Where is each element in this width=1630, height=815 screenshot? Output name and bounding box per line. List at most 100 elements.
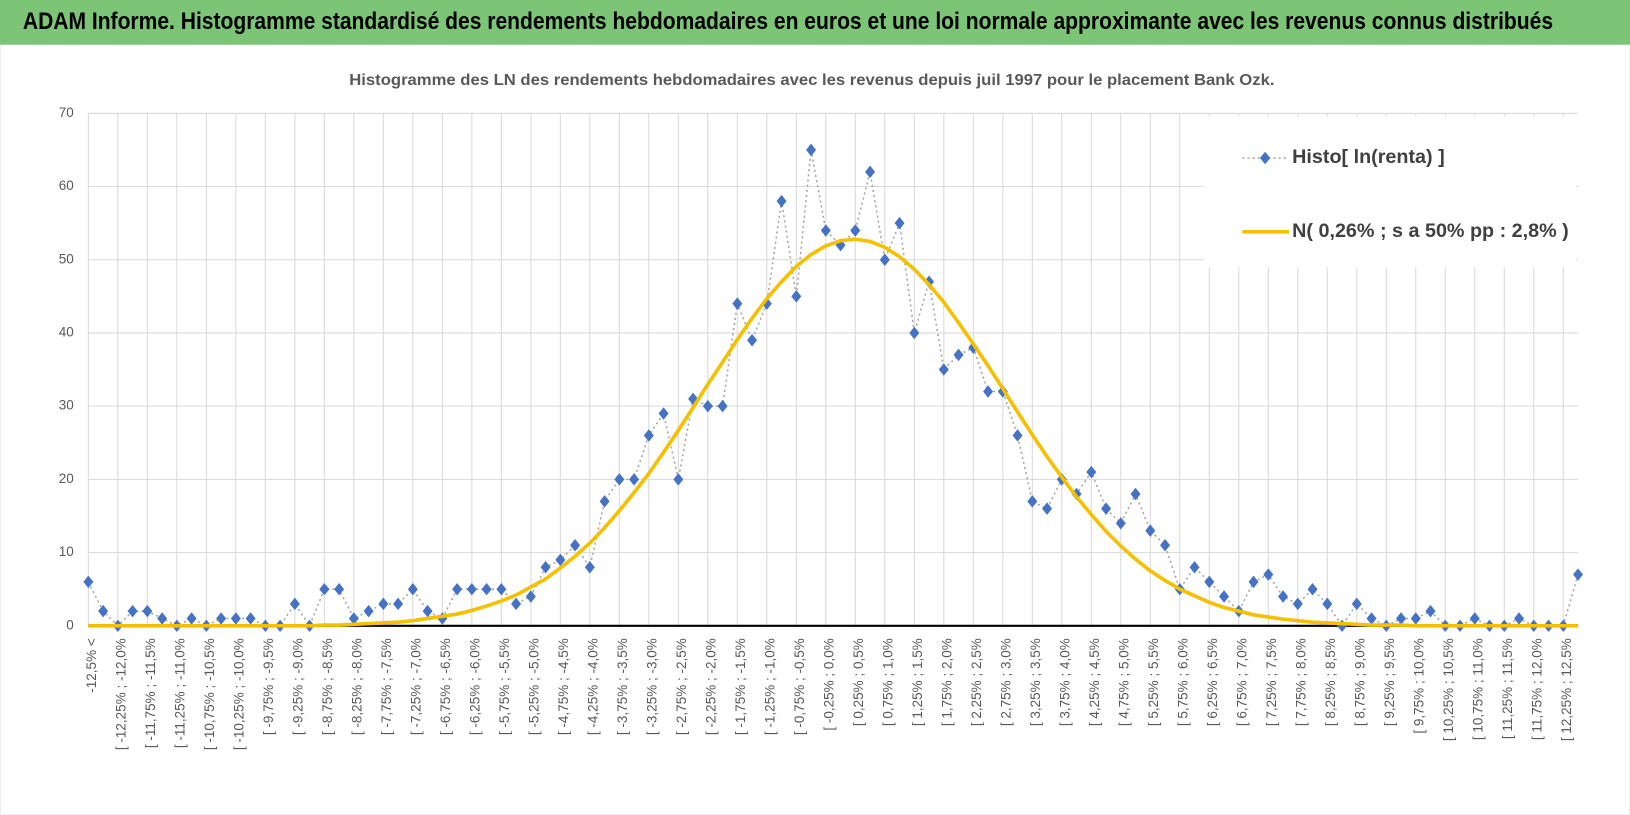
data-point (289, 597, 300, 611)
series-line (88, 237, 1579, 628)
data-point (1042, 502, 1053, 515)
data-point (216, 612, 227, 625)
x-tick-label: [ 10,25% ; 10,5% (1441, 638, 1456, 741)
data-point (1425, 604, 1436, 618)
x-tick-label: [ -3,75% ; -3,5% (615, 638, 630, 735)
x-tick-label: [ 4,75% ; 5,0% (1117, 638, 1132, 726)
x-tick-label: [ 6,25% ; 6,5% (1205, 638, 1220, 726)
data-point (909, 326, 920, 340)
data-point (1366, 612, 1377, 625)
x-tick-label: [ 6,75% ; 7,0% (1235, 638, 1250, 726)
data-point (717, 399, 728, 413)
x-tick-label: [ 7,75% ; 8,0% (1294, 638, 1309, 726)
y-tick-label: 60 (59, 178, 74, 193)
x-tick-label: [ -2,25% ; -2,0% (704, 638, 719, 735)
x-tick-label: [ 10,75% ; 11,0% (1470, 638, 1485, 740)
x-tick-label: [ -4,25% ; -4,0% (586, 638, 601, 735)
x-tick-label: [ 5,75% ; 6,0% (1176, 638, 1191, 726)
data-point (1130, 487, 1141, 501)
x-tick-label: [ -6,25% ; -6,0% (468, 638, 483, 735)
x-tick-label: [ 2,25% ; 2,5% (969, 638, 984, 726)
data-point (348, 612, 359, 625)
data-point (806, 143, 817, 157)
data-point (1248, 575, 1259, 589)
y-tick-label: 10 (59, 544, 74, 559)
data-point (245, 612, 256, 625)
x-tick-label: [ 5,25% ; 5,5% (1146, 638, 1161, 726)
x-tick-label: [ 2,75% ; 3,0% (999, 638, 1014, 726)
x-tick-label: [ -3,25% ; -3,0% (645, 638, 660, 735)
x-tick-label: [ -4,75% ; -4,5% (556, 638, 571, 735)
x-tick-label: [ -2,75% ; -2,5% (674, 638, 689, 735)
x-tick-label: [ -0,75% ; -0,5% (792, 638, 807, 735)
x-tick-label: [ -5,25% ; -5,0% (527, 638, 542, 735)
x-tick-label: [ -1,25% ; -1,0% (763, 638, 778, 735)
series-line (87, 149, 1579, 628)
x-tick-label: [ 0,75% ; 1,0% (881, 638, 896, 726)
legend-marker (1259, 151, 1271, 165)
data-point (83, 575, 94, 589)
data-point (378, 597, 389, 611)
x-tick-label: [ 11,75% ; 12,0% (1529, 638, 1544, 740)
x-tick-label: [ -12,25% ; -12,0% (114, 638, 129, 750)
x-tick-label: [ -9,75% ; -9,5% (261, 638, 276, 735)
x-tick-label: -12,5% < (84, 638, 99, 693)
data-point (732, 297, 743, 310)
data-point (938, 363, 949, 376)
x-tick-label: [ 11,25% ; 11,5% (1500, 638, 1515, 739)
x-tick-label: [ 7,25% ; 7,5% (1264, 638, 1279, 726)
chart-title: Histogramme des LN des rendements hebdom… (349, 72, 1274, 89)
x-tick-label: [ -11,25% ; -11,0% (173, 638, 188, 748)
x-tick-label: [ 12,25% ; 12,5% (1559, 638, 1574, 741)
x-tick-label: [ 9,25% ; 9,5% (1382, 638, 1397, 726)
data-point (658, 407, 669, 420)
legend-label: Histo[ ln(renta) ] (1292, 146, 1445, 168)
data-point (1012, 429, 1023, 442)
data-point (1204, 575, 1215, 589)
data-point (142, 604, 153, 618)
x-tick-label: [ -9,25% ; -9,0% (291, 638, 306, 735)
data-point (835, 238, 846, 252)
data-point (629, 473, 640, 486)
data-point (791, 290, 802, 303)
data-point (127, 604, 138, 618)
x-tick-label: [ 3,25% ; 3,5% (1028, 638, 1043, 726)
data-point (1322, 597, 1333, 611)
x-tick-label: [ -8,25% ; -8,0% (350, 638, 365, 735)
x-tick-label: [ -7,75% ; -7,5% (379, 638, 394, 735)
data-point (1101, 502, 1112, 515)
x-tick-label: [ 8,75% ; 9,0% (1353, 638, 1368, 726)
data-point (98, 604, 109, 618)
data-point (186, 612, 197, 625)
header-title: ADAM Informe. Histogramme standardisé de… (23, 8, 1553, 35)
data-point (393, 597, 404, 611)
data-point (1469, 612, 1480, 625)
x-tick-label: [ 9,75% ; 10,0% (1412, 638, 1427, 733)
data-point (865, 165, 876, 179)
x-tick-label: [ -5,75% ; -5,5% (497, 638, 512, 735)
data-point (1396, 612, 1407, 625)
y-tick-label: 30 (59, 398, 74, 413)
data-point (1160, 539, 1171, 552)
data-point (157, 612, 168, 625)
x-tick-label: [ -11,75% ; -11,5% (143, 638, 158, 748)
data-point (363, 604, 374, 618)
x-tick-label: [ 3,75% ; 4,0% (1058, 638, 1073, 726)
x-tick-label: [ -7,25% ; -7,0% (409, 638, 424, 735)
x-tick-label: [ -10,25% ; -10,0% (232, 638, 247, 750)
data-point (422, 604, 433, 618)
data-point (584, 560, 595, 574)
legend-label: N( 0,26% ; s a 50% pp : 2,8% ) (1292, 220, 1569, 242)
y-tick-label: 50 (59, 251, 74, 266)
legend-box (1203, 116, 1576, 268)
data-point (230, 612, 241, 625)
x-tick-label: [ 1,75% ; 2,0% (940, 638, 955, 726)
header-band (0, 0, 1630, 45)
x-tick-label: [ 1,25% ; 1,5% (910, 638, 925, 726)
x-tick-label: [ -10,75% ; -10,5% (202, 638, 217, 750)
data-point (1115, 517, 1126, 530)
x-tick-label: [ -6,75% ; -6,5% (438, 638, 453, 735)
y-tick-label: 0 (66, 617, 74, 632)
x-tick-label: [ -1,75% ; -1,5% (733, 638, 748, 735)
